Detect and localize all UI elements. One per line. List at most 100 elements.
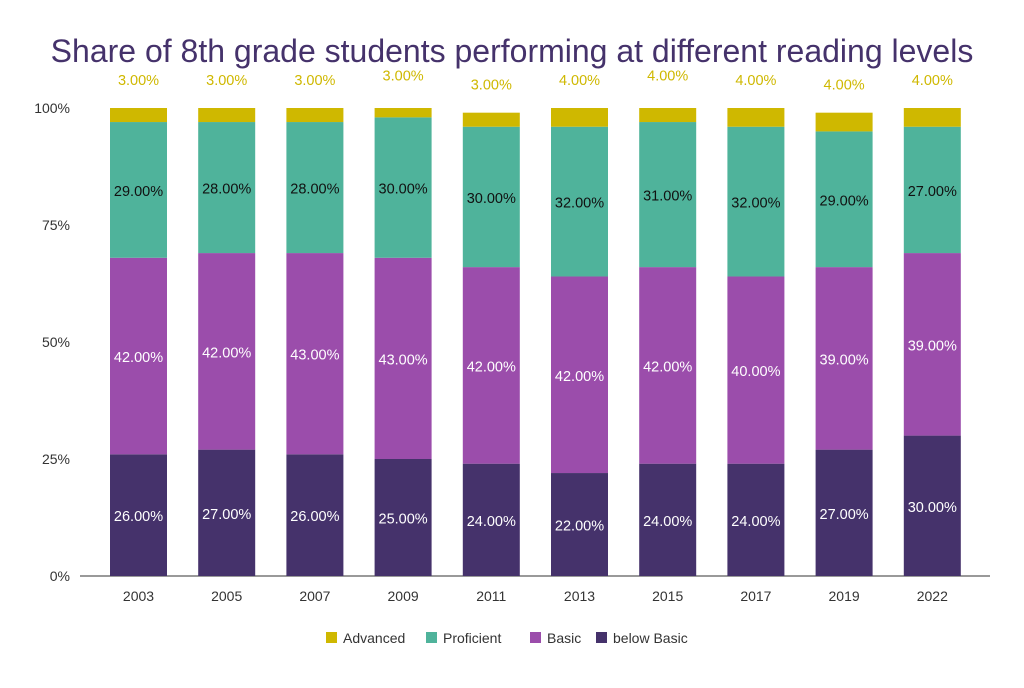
data-label: 24.00% [643,514,692,530]
data-label: 42.00% [555,369,604,385]
data-label: 26.00% [114,509,163,525]
bar-segment-proficient [110,122,167,258]
y-tick-label: 100% [34,100,70,116]
data-label: 32.00% [555,196,604,212]
data-label: 32.00% [731,196,780,212]
bar-segment-basic [815,267,873,450]
x-tick-label: 2017 [740,588,771,604]
legend-swatch [530,632,541,643]
data-label: 3.00% [294,73,335,89]
y-tick-label: 25% [42,451,70,467]
data-label: 27.00% [820,507,869,523]
data-label: 3.00% [383,68,424,84]
bar-segment-below-basic [462,463,520,576]
data-label: 30.00% [379,182,428,198]
bar-segment-proficient [903,126,961,254]
x-tick-label: 2019 [829,588,860,604]
bar-segment-proficient [639,122,697,268]
data-label: 4.00% [824,78,865,94]
bar-segment-advanced [110,108,167,123]
bar-segment-basic [286,253,344,455]
bar-segment-advanced [286,108,344,123]
bar-segment-basic [551,276,608,474]
bar-segment-basic [374,257,432,459]
legend-label: Advanced [343,630,405,646]
bar-segment-below-basic [727,463,785,576]
data-label: 42.00% [114,350,163,366]
bar-segment-below-basic [903,435,961,576]
bar-segment-advanced [815,112,873,132]
bar-segment-basic [110,257,167,455]
data-label: 30.00% [467,191,516,207]
legend-swatch [426,632,437,643]
bar-segment-basic [198,253,256,450]
y-tick-label: 0% [50,568,70,584]
x-tick-label: 2003 [123,588,154,604]
bar-segment-proficient [815,131,873,268]
data-label: 42.00% [643,359,692,375]
data-label: 30.00% [908,500,957,516]
bar-segment-below-basic [639,463,697,576]
x-tick-label: 2009 [388,588,419,604]
y-tick-label: 75% [42,217,70,233]
legend-swatch [596,632,607,643]
data-label: 28.00% [202,182,251,198]
data-label: 29.00% [114,184,163,200]
bar-segment-proficient [727,126,785,277]
data-label: 4.00% [647,68,688,84]
data-label: 43.00% [379,352,428,368]
x-tick-label: 2022 [917,588,948,604]
data-label: 40.00% [731,364,780,380]
data-label: 3.00% [118,73,159,89]
data-label: 31.00% [643,189,692,205]
data-label: 43.00% [290,348,339,364]
bar-segment-below-basic [374,459,432,576]
data-label: 24.00% [731,514,780,530]
data-label: 42.00% [467,359,516,375]
x-tick-label: 2005 [211,588,242,604]
bar-segment-proficient [286,122,344,254]
legend-label: Proficient [443,630,501,646]
bar-segment-basic [462,267,520,464]
data-label: 39.00% [820,352,869,368]
data-label: 26.00% [290,509,339,525]
data-label: 27.00% [908,184,957,200]
data-label: 29.00% [820,193,869,209]
bar-segment-proficient [462,126,520,268]
data-label: 42.00% [202,345,251,361]
bar-segment-basic [903,253,961,436]
bar-segment-below-basic [110,454,167,576]
bar-segment-advanced [374,108,432,118]
data-label: 4.00% [912,73,953,89]
bar-segment-below-basic [551,473,608,576]
bar-segment-advanced [462,112,520,127]
data-label: 24.00% [467,514,516,530]
bar-segment-advanced [903,108,961,127]
legend-label: below Basic [613,630,688,646]
bar-segment-advanced [551,108,608,127]
bar-segment-advanced [727,108,785,127]
x-tick-label: 2013 [564,588,595,604]
data-label: 3.00% [206,73,247,89]
data-label: 27.00% [202,507,251,523]
y-tick-label: 50% [42,334,70,350]
bar-segment-basic [639,267,697,464]
data-label: 39.00% [908,338,957,354]
legend-label: Basic [547,630,581,646]
bar-segment-proficient [551,126,608,277]
bar-segment-below-basic [286,454,344,576]
bar-segment-below-basic [815,449,873,576]
bar-segment-below-basic [198,449,256,576]
data-label: 4.00% [735,73,776,89]
data-label: 3.00% [471,78,512,94]
bar-segment-proficient [374,117,432,258]
data-label: 4.00% [559,73,600,89]
bar-segment-basic [727,276,785,464]
x-tick-label: 2015 [652,588,683,604]
bar-segment-advanced [198,108,256,123]
x-tick-label: 2011 [476,588,506,604]
bar-segment-advanced [639,108,697,123]
data-label: 28.00% [290,182,339,198]
bar-segment-proficient [198,122,256,254]
